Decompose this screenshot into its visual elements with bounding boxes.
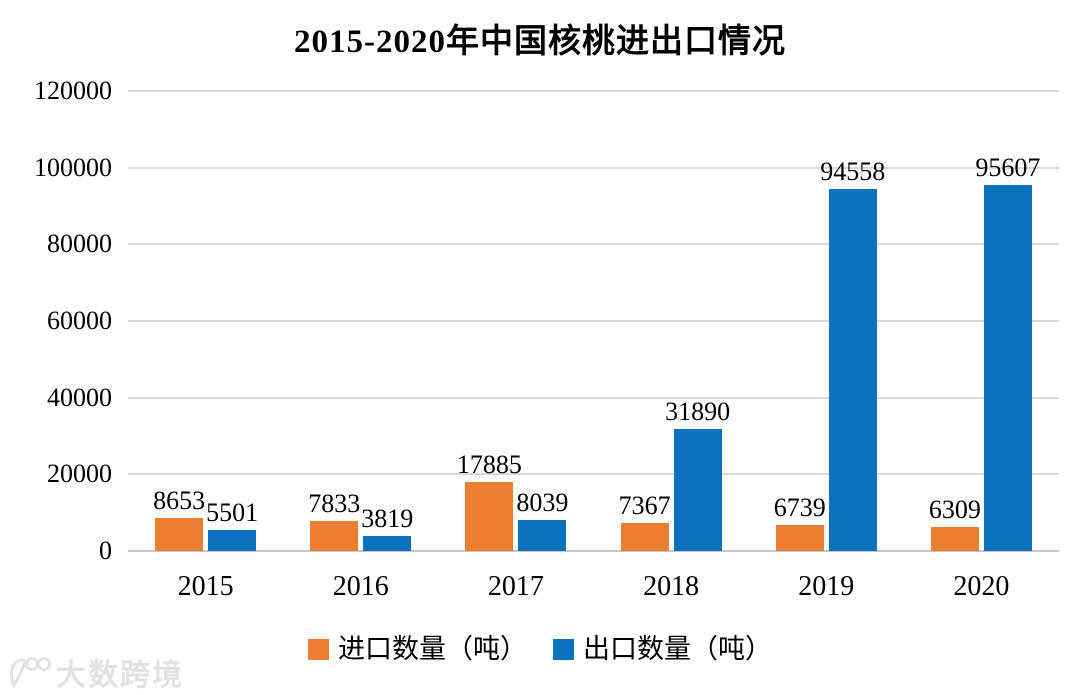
watermark-text: 大数跨境	[56, 659, 184, 692]
bar-series-0-2015	[155, 517, 204, 551]
bar-value-label: 95607	[975, 152, 1041, 182]
x-axis-category-label: 2016	[332, 571, 389, 602]
bar-series-0-2019	[775, 525, 824, 551]
bar-series-1-2017	[518, 520, 567, 551]
x-axis-category-label: 2017	[487, 571, 544, 602]
bar-value-label: 7367	[618, 490, 671, 520]
y-axis-tick-label: 100000	[34, 152, 112, 182]
bar-series-1-2015	[208, 529, 257, 551]
bar-series-0-2017	[465, 482, 514, 551]
bar-series-0-2016	[310, 520, 359, 551]
bar-value-label: 31890	[665, 396, 731, 426]
watermark-logo-icon	[9, 657, 51, 689]
legend-label: 进口数量（吨）	[338, 634, 527, 664]
legend-item-series-1: 出口数量（吨）	[553, 634, 772, 664]
bar-value-label: 7833	[308, 488, 361, 518]
bar-value-label: 17885	[456, 450, 522, 480]
chart-title: 2015-2020年中国核桃进出口情况	[294, 24, 786, 60]
y-axis-tick-label: 0	[99, 536, 112, 565]
x-axis-category-label: 2020	[953, 571, 1010, 602]
gridline	[128, 90, 1059, 92]
bar-value-label: 6309	[928, 494, 981, 524]
bar-value-label: 5501	[206, 497, 259, 527]
bar-value-label: 8039	[516, 488, 569, 518]
legend: 进口数量（吨） 出口数量（吨）	[0, 634, 1080, 664]
y-axis-tick-label: 20000	[47, 459, 112, 489]
y-axis-tick-label: 60000	[47, 306, 112, 335]
legend-label: 出口数量（吨）	[583, 634, 772, 664]
bar-value-label: 3819	[361, 504, 414, 534]
x-axis-category-label: 2018	[643, 571, 700, 602]
bar-series-1-2019	[828, 188, 877, 551]
y-axis-tick-label: 120000	[34, 76, 112, 105]
bar-value-label: 94558	[820, 156, 886, 186]
legend-swatch-icon	[553, 638, 574, 660]
watermark: 大数跨境	[6, 650, 184, 694]
bar-series-1-2016	[363, 536, 412, 551]
gridline	[128, 166, 1059, 169]
bar-value-label: 8653	[153, 485, 206, 515]
bar-series-0-2018	[620, 522, 669, 551]
legend-item-series-0: 进口数量（吨）	[308, 634, 527, 664]
bar-series-0-2020	[930, 526, 979, 551]
gridline	[128, 396, 1059, 399]
x-axis-category-label: 2015	[177, 571, 234, 602]
y-axis-tick-label: 80000	[47, 229, 112, 259]
bar-series-1-2018	[673, 428, 722, 551]
bar-series-1-2020	[983, 184, 1032, 551]
gridline	[128, 320, 1059, 322]
legend-swatch-icon	[308, 638, 329, 660]
x-axis-line	[128, 550, 1059, 552]
bar-value-label: 6739	[773, 493, 826, 523]
gridline	[128, 473, 1059, 476]
gridline	[128, 243, 1059, 246]
x-axis-category-label: 2019	[798, 571, 855, 602]
y-axis-tick-label: 40000	[47, 382, 112, 412]
